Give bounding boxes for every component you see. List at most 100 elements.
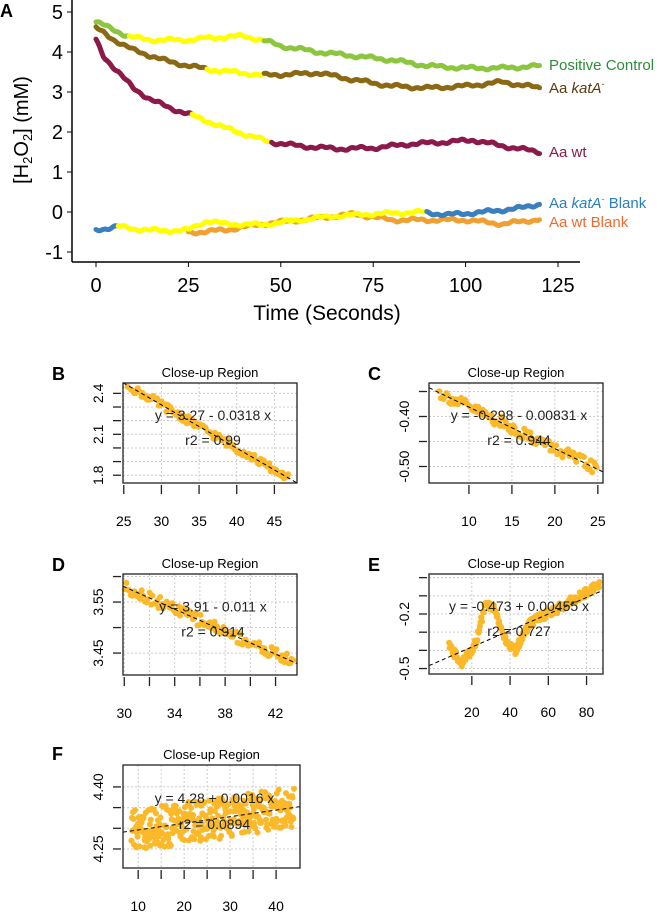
data-point <box>210 833 217 840</box>
fit-line <box>122 585 298 665</box>
y-tick-label: 4.25 <box>90 835 106 862</box>
x-tick-label: 40 <box>502 704 518 720</box>
x-tick-label: 10 <box>130 898 146 912</box>
data-point <box>290 657 297 664</box>
data-point <box>209 815 216 822</box>
data-point <box>265 826 272 833</box>
data-point <box>245 828 252 835</box>
x-tick-label: 38 <box>217 705 233 721</box>
panel-label-d: D <box>52 555 65 575</box>
x-tick-label: 50 <box>270 275 292 297</box>
data-point <box>228 832 235 839</box>
data-point <box>266 810 273 817</box>
data-point <box>215 812 222 819</box>
data-point <box>285 471 291 478</box>
series-line <box>93 19 132 39</box>
y-tick-label: 1 <box>52 162 63 184</box>
data-point <box>511 424 518 431</box>
series-label-italic: katA <box>572 80 602 97</box>
panel-title: Close-up Region <box>162 556 259 571</box>
data-point <box>252 825 259 832</box>
fit-line <box>428 387 604 473</box>
data-point <box>169 600 176 607</box>
y-tick-label: -0.50 <box>396 450 412 482</box>
y-tick-label: 3 <box>52 82 63 104</box>
panel-title: Close-up Region <box>162 365 259 380</box>
data-point <box>290 815 297 822</box>
fit-equation: y = 3.91 - 0.011 x <box>159 598 267 614</box>
data-point <box>214 623 221 630</box>
data-point <box>256 799 263 806</box>
y-tick-label: 0 <box>52 202 63 224</box>
data-point <box>275 786 282 793</box>
data-point <box>157 814 164 821</box>
data-point <box>502 633 509 640</box>
data-point <box>475 403 482 410</box>
panel-title: Close-up Region <box>468 365 565 380</box>
data-point <box>480 609 487 616</box>
series-line <box>93 24 210 72</box>
series-line <box>261 37 542 73</box>
x-tick-label: 30 <box>222 898 238 912</box>
data-point <box>249 792 256 798</box>
r-squared: r2 = 0.914 <box>181 624 245 640</box>
data-point <box>149 592 156 599</box>
data-point <box>139 829 146 836</box>
data-point <box>596 584 603 591</box>
data-point <box>282 822 289 829</box>
panel-e: E Close-up Region 20 40 60 80 -0.2 -0.5 y = -0.4… <box>368 555 604 720</box>
data-point <box>550 447 557 454</box>
data-point <box>146 821 153 828</box>
data-point <box>197 611 204 618</box>
data-point <box>214 818 221 825</box>
series-line <box>424 201 542 219</box>
y-tick-label: 4.40 <box>90 773 106 800</box>
x-tick-label: 75 <box>362 275 384 297</box>
x-tick-label: 30 <box>116 705 132 721</box>
series-label-sup: - <box>602 79 605 89</box>
data-point <box>527 429 534 436</box>
x-axis-title: Time (Seconds) <box>253 302 400 325</box>
series-label: Aa wt Blank <box>549 214 629 231</box>
y-tick-label: 2 <box>52 122 63 144</box>
data-point <box>123 579 130 586</box>
series-label-part: Blank <box>605 195 647 212</box>
panel-c: C Close-up Region 10 15 20 25 -0.40 -0.50 y = -0… <box>368 364 606 529</box>
y-tick-label: -0.5 <box>396 656 412 680</box>
x-tick-label: 20 <box>547 513 563 529</box>
data-point <box>583 461 590 468</box>
data-point <box>183 826 190 832</box>
data-point <box>224 801 231 808</box>
data-point <box>479 618 485 625</box>
data-point <box>247 796 254 803</box>
x-tick-label: 0 <box>90 275 101 297</box>
data-point <box>474 637 481 644</box>
data-point <box>196 815 203 822</box>
series-line <box>93 36 195 117</box>
data-point <box>155 605 162 611</box>
series-line <box>93 223 121 234</box>
r-squared: r2 = 0.944 <box>487 432 551 448</box>
data-point <box>254 829 261 836</box>
x-tick-label: 25 <box>116 513 132 529</box>
plot-box <box>428 573 604 675</box>
y-tick-label: 5 <box>52 2 63 24</box>
data-point <box>596 579 603 585</box>
y-axis-title-subscript: 2 <box>20 134 35 141</box>
r-squared: r2 = 0.99 <box>185 432 241 448</box>
data-point <box>289 794 296 801</box>
data-point <box>146 835 153 842</box>
fit-line <box>122 382 298 484</box>
y-tick-label: -1 <box>45 242 63 264</box>
y-axis-title-part: ] (mM) <box>11 76 33 134</box>
series-label-part: Aa <box>549 195 572 212</box>
data-point <box>553 442 560 449</box>
series-label: Aa katA- <box>549 79 605 97</box>
y-tick-label: 2.1 <box>90 424 106 444</box>
data-point <box>251 819 258 826</box>
panel-label-a: A <box>0 1 13 21</box>
data-point <box>237 631 244 638</box>
data-point <box>273 815 280 822</box>
data-point <box>161 843 168 850</box>
